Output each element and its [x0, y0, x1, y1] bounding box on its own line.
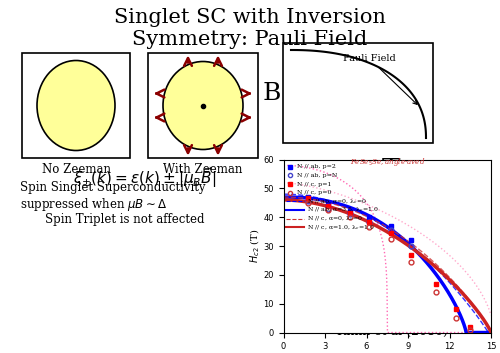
Text: Spin Singlet Superconductivity
suppressed when $\mu B\sim\Delta$: Spin Singlet Superconductivity suppresse…: [20, 181, 206, 214]
Text: N // c, α=0, λ$_c$=0: N // c, α=0, λ$_c$=0: [307, 214, 363, 223]
Text: $\xi_{\pm}(k) = \varepsilon(k) \pm |\mu_B \vec{B}|$: $\xi_{\pm}(k) = \varepsilon(k) \pm |\mu_…: [74, 165, 217, 190]
Bar: [22, 53, 130, 158]
Text: No Zeeman: No Zeeman: [42, 163, 110, 176]
Bar: [148, 53, 258, 158]
Bar: [283, 43, 433, 143]
Text: Pauli Field: Pauli Field: [343, 54, 417, 104]
Text: N // ab, α=3.5, λ$_c$=1.0: N // ab, α=3.5, λ$_c$=1.0: [307, 205, 379, 214]
Text: c: c: [410, 161, 420, 178]
Text: FeSe$_5$Se, angle-aved: FeSe$_5$Se, angle-aved: [350, 156, 425, 168]
Text: N // ab, α=0, λ$_c$=0: N // ab, α=0, λ$_c$=0: [307, 197, 367, 206]
Text: B: B: [263, 82, 281, 104]
Y-axis label: $H_{c2}$ (T): $H_{c2}$ (T): [248, 229, 262, 263]
Ellipse shape: [163, 61, 243, 150]
Text: Spin Triplet is not affected: Spin Triplet is not affected: [45, 213, 204, 226]
Text: T: T: [382, 158, 400, 185]
Text: N // ab, p=2: N // ab, p=2: [298, 164, 336, 169]
Text: N // c, p=0: N // c, p=0: [298, 190, 332, 195]
Ellipse shape: [37, 60, 115, 150]
Text: Singlet SC with Inversion
Symmetry: Pauli Field: Singlet SC with Inversion Symmetry: Paul…: [114, 8, 386, 49]
Text: N // c, p=1: N // c, p=1: [298, 181, 332, 186]
Text: N // c, α=1.0, λ$_c$=1.0: N // c, α=1.0, λ$_c$=1.0: [307, 223, 375, 232]
Text: Khim et al (2010): Khim et al (2010): [336, 324, 448, 337]
Text: With Zeeman: With Zeeman: [164, 163, 242, 176]
Text: N // ab, p=N: N // ab, p=N: [298, 173, 338, 178]
